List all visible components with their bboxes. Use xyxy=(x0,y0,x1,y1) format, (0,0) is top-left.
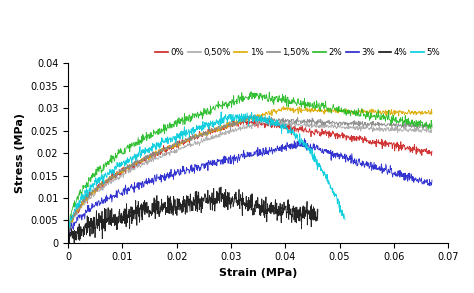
X-axis label: Strain (MPa): Strain (MPa) xyxy=(219,268,297,278)
Y-axis label: Stress (MPa): Stress (MPa) xyxy=(15,113,25,193)
Legend: 0%, 0,50%, 1%, 1,50%, 2%, 3%, 4%, 5%: 0%, 0,50%, 1%, 1,50%, 2%, 3%, 4%, 5% xyxy=(152,45,444,60)
